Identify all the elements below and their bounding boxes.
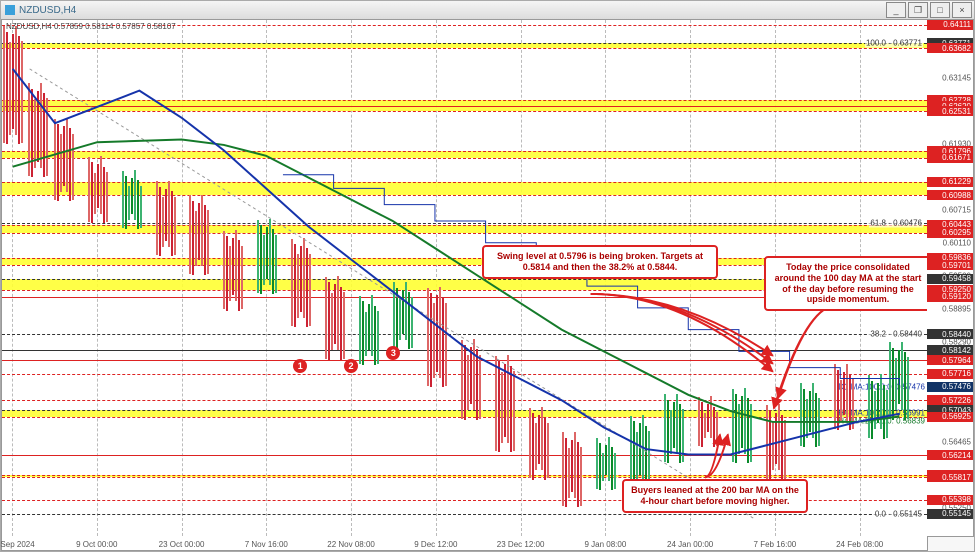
y-axis: 0.631450.619300.607150.601100.595000.588…	[927, 19, 974, 537]
y-price-box: 0.57476	[927, 382, 973, 392]
y-price-box: 0.62531	[927, 106, 973, 116]
y-price-box: 0.55817	[927, 472, 973, 482]
x-tick-label: 23 Oct 00:00	[159, 540, 205, 549]
symbol-info: NZDUSD,H4 0.57859 0.58114 0.57857 0.5810…	[6, 22, 176, 31]
price-plot[interactable]: NZDUSD,H4 0.57859 0.58114 0.57857 0.5810…	[1, 19, 928, 537]
marker-circle: 3	[386, 346, 400, 360]
minimize-button[interactable]: _	[886, 2, 906, 18]
y-tick-label: 0.63145	[942, 73, 971, 82]
annotation-box: Today the price consolidated around the …	[764, 256, 928, 311]
restore-button[interactable]: ❐	[908, 2, 928, 18]
y-tick-label: 0.60110	[943, 239, 971, 248]
y-price-box: 0.57716	[927, 369, 973, 379]
y-price-box: 0.61229	[927, 177, 973, 187]
x-tick-label: 9 Dec 12:00	[414, 540, 457, 549]
maximize-button[interactable]: □	[930, 2, 950, 18]
y-price-box: 0.60988	[927, 190, 973, 200]
titlebar[interactable]: NZDUSD,H4 _ ❐ □ ×	[1, 1, 974, 20]
y-price-box: 0.57226	[927, 395, 973, 405]
y-price-box: 0.55398	[927, 495, 973, 505]
y-price-box: 0.59458	[927, 274, 973, 284]
x-tick-label: 9 Jan 08:00	[584, 540, 626, 549]
window-buttons: _ ❐ □ ×	[886, 2, 972, 18]
y-price-box: 0.64111	[927, 20, 973, 30]
annotation-box: Swing level at 0.5796 is being broken. T…	[482, 245, 718, 279]
y-price-box: 0.57964	[927, 355, 973, 365]
chart-window: NZDUSD,H4 _ ❐ □ × NZDUSD,H4 0.57859 0.58…	[0, 0, 975, 552]
x-tick-label: 7 Feb 16:00	[754, 540, 797, 549]
x-tick-label: 24 Feb 08:00	[836, 540, 883, 549]
y-tick-label: 0.56465	[942, 437, 971, 446]
y-price-box: 0.61671	[927, 153, 973, 163]
window-title: NZDUSD,H4	[19, 5, 76, 16]
y-price-box: 0.55145	[927, 509, 973, 519]
app-icon	[5, 5, 15, 15]
x-axis: 24 Sep 2024 9 Oct 00:00 23 Oct 00:00 7 Nov …	[1, 536, 928, 551]
y-price-box: 0.60295	[927, 228, 973, 238]
y-price-box: 0.58142	[927, 345, 973, 355]
y-price-box: 0.59701	[927, 260, 973, 270]
y-price-box: 0.56925	[927, 412, 973, 422]
chart-area: NZDUSD,H4 0.57859 0.58114 0.57857 0.5810…	[1, 19, 974, 551]
y-price-box: 0.59120	[927, 292, 973, 302]
close-button[interactable]: ×	[952, 2, 972, 18]
x-tick-label: 22 Nov 08:00	[327, 540, 375, 549]
x-tick-label: 24 Jan 00:00	[667, 540, 713, 549]
annotation-box: Buyers leaned at the 200 bar MA on the 4…	[622, 479, 808, 513]
x-tick-label: 7 Nov 16:00	[245, 540, 288, 549]
y-tick-label: 0.60715	[942, 206, 971, 215]
y-tick-label: 0.58895	[942, 305, 971, 314]
x-tick-label: 23 Dec 12:00	[497, 540, 545, 549]
y-price-box: 0.58440	[927, 329, 973, 339]
x-tick-label: 9 Oct 00:00	[76, 540, 117, 549]
x-tick-label: 24 Sep 2024	[0, 540, 35, 549]
y-price-box: 0.63682	[927, 43, 973, 53]
y-price-box: 0.56214	[927, 450, 973, 460]
